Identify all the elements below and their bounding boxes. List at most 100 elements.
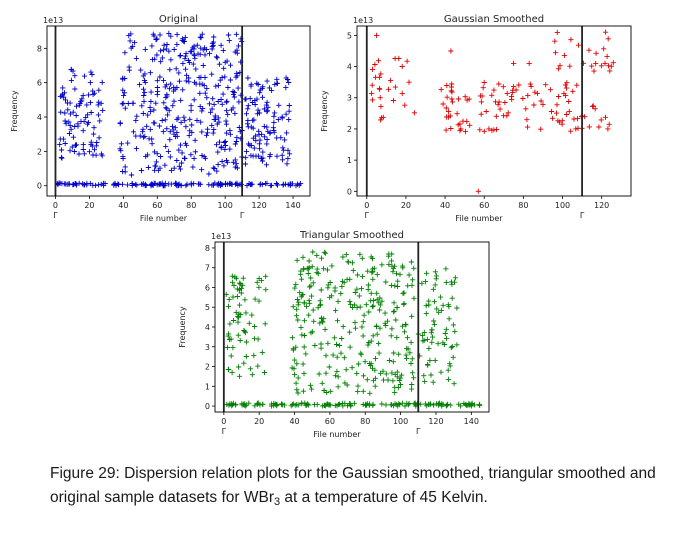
data-point xyxy=(532,89,538,95)
data-point xyxy=(181,114,187,120)
data-point xyxy=(292,357,298,363)
data-point xyxy=(69,144,75,150)
data-point xyxy=(271,113,277,119)
data-point xyxy=(508,93,515,99)
data-point xyxy=(257,90,263,96)
data-point xyxy=(236,124,242,131)
data-point xyxy=(237,280,243,286)
data-point xyxy=(557,119,563,125)
data-point xyxy=(93,182,99,188)
data-point xyxy=(209,106,215,112)
data-point xyxy=(231,283,237,289)
data-point xyxy=(189,129,195,135)
data-point xyxy=(202,52,208,58)
data-point xyxy=(61,90,68,96)
data-point xyxy=(354,286,360,292)
data-point xyxy=(253,133,259,139)
data-point xyxy=(132,40,138,46)
data-point xyxy=(233,309,239,315)
data-point xyxy=(282,137,288,143)
data-point xyxy=(292,285,298,291)
data-point xyxy=(390,265,397,271)
data-point xyxy=(481,79,487,86)
data-point xyxy=(226,38,232,44)
data-point xyxy=(411,295,417,301)
data-point xyxy=(373,74,379,80)
data-point xyxy=(431,318,437,324)
data-point xyxy=(357,251,363,257)
data-point xyxy=(227,127,233,133)
data-point xyxy=(162,117,168,123)
data-point xyxy=(263,287,269,293)
data-point xyxy=(399,263,405,269)
data-point xyxy=(233,31,239,37)
data-point xyxy=(184,181,190,187)
data-point xyxy=(100,107,106,113)
data-point xyxy=(236,373,243,379)
data-point xyxy=(190,61,196,67)
data-point xyxy=(333,307,339,313)
y-tick-label: 0 xyxy=(347,187,352,196)
data-point xyxy=(259,85,265,91)
data-point xyxy=(447,361,453,367)
data-point xyxy=(483,108,489,115)
data-point xyxy=(208,109,214,115)
data-point xyxy=(324,267,331,273)
x-tick-label: 140 xyxy=(464,417,479,426)
data-point xyxy=(432,282,438,288)
data-point xyxy=(438,294,444,300)
data-point xyxy=(391,350,397,356)
data-point xyxy=(87,80,93,86)
data-point xyxy=(154,92,160,98)
data-point xyxy=(227,146,233,152)
data-point xyxy=(370,378,376,384)
data-point xyxy=(168,33,174,39)
y-tick-label: 2 xyxy=(37,147,42,156)
data-point xyxy=(289,335,295,341)
data-point xyxy=(406,79,412,85)
data-point xyxy=(386,357,392,364)
y-tick-label: 4 xyxy=(205,323,210,332)
data-point xyxy=(552,38,558,44)
data-point xyxy=(450,354,456,360)
data-point xyxy=(451,381,457,387)
data-point xyxy=(334,318,341,324)
data-point xyxy=(57,136,63,142)
data-point xyxy=(198,181,204,187)
data-point xyxy=(174,157,180,164)
data-point xyxy=(318,341,324,347)
data-point xyxy=(586,124,592,130)
data-point xyxy=(255,81,261,88)
data-point xyxy=(357,304,363,310)
data-point xyxy=(70,134,76,140)
data-point xyxy=(234,293,240,300)
data-point xyxy=(390,359,396,365)
y-tick-label: 5 xyxy=(347,31,352,40)
data-point xyxy=(256,110,263,116)
data-point xyxy=(91,147,98,153)
data-point xyxy=(216,139,223,145)
data-point xyxy=(263,273,269,279)
data-point xyxy=(59,181,65,187)
data-point xyxy=(342,380,348,386)
data-point xyxy=(64,100,71,106)
x-tick-label: 140 xyxy=(285,201,300,210)
data-point xyxy=(407,350,413,356)
data-point xyxy=(213,142,220,148)
data-point xyxy=(358,350,364,356)
data-point xyxy=(443,266,449,272)
data-point xyxy=(211,127,217,133)
data-point xyxy=(321,249,327,255)
data-point xyxy=(392,55,398,62)
data-point xyxy=(301,266,307,272)
data-point xyxy=(282,181,289,187)
data-point xyxy=(481,128,487,134)
data-point xyxy=(247,142,253,148)
data-point xyxy=(448,88,454,94)
data-point xyxy=(153,37,159,43)
data-point xyxy=(395,278,401,284)
data-points xyxy=(223,249,483,409)
data-point xyxy=(88,109,94,116)
data-point xyxy=(62,110,68,116)
data-point xyxy=(158,153,164,160)
